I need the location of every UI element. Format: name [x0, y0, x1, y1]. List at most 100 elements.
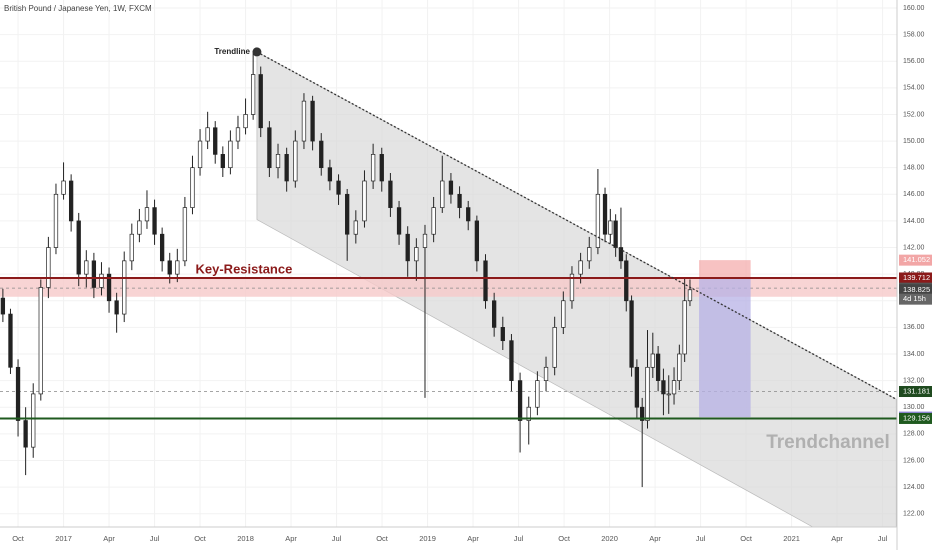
candle-body: [671, 380, 677, 395]
x-tick-label: Jul: [514, 534, 524, 543]
candle-body: [466, 207, 471, 222]
candle-body: [578, 260, 583, 275]
candle-body: [15, 366, 21, 421]
candle-body: [587, 247, 592, 262]
candle-body: [284, 154, 289, 182]
price-label-box: [899, 254, 932, 266]
candle-body: [310, 100, 315, 142]
candle-body: [483, 260, 488, 302]
candle-body: [114, 300, 119, 315]
candle-body: [608, 220, 613, 235]
candle-body: [431, 207, 436, 235]
candle-body: [388, 180, 393, 208]
candle-body: [8, 313, 13, 368]
trendline: [256, 51, 897, 400]
x-tick-label: Oct: [12, 534, 25, 543]
candle-body: [474, 220, 480, 262]
y-tick-label: 144.00: [903, 218, 925, 225]
y-tick-label: 128.00: [903, 431, 925, 438]
candle-body: [500, 327, 505, 342]
candle-body: [492, 300, 497, 328]
candle-body: [448, 180, 454, 195]
x-tick-label: Apr: [831, 534, 843, 543]
trendline-label: Trendline: [214, 47, 250, 56]
candle-body: [396, 207, 402, 235]
price-label: 141.052: [903, 255, 930, 264]
candle-body: [76, 220, 81, 275]
candle-body: [569, 273, 575, 302]
candle-body: [336, 180, 341, 195]
candle-body: [250, 74, 256, 115]
candle-body: [613, 220, 618, 248]
candle-body: [353, 220, 358, 235]
x-tick-label: 2018: [237, 534, 254, 543]
price-label: 131.181: [903, 386, 930, 395]
y-tick-label: 156.00: [903, 58, 925, 65]
x-tick-label: Apr: [103, 534, 115, 543]
chart-title: British Pound / Japanese Yen, 1W, FXCM: [4, 4, 152, 13]
candle-body: [106, 273, 112, 302]
candle-body: [46, 247, 51, 288]
y-tick-label: 132.00: [903, 377, 925, 384]
candle-body: [517, 380, 523, 421]
y-tick-label: 146.00: [903, 191, 925, 198]
price-label-box: [899, 412, 932, 424]
candle-body: [129, 233, 134, 262]
candle-body: [602, 193, 608, 235]
y-tick-label: 136.00: [903, 324, 925, 331]
candle-body: [624, 260, 629, 302]
candle-body: [661, 380, 666, 395]
candle-body: [319, 140, 324, 169]
y-tick-label: 152.00: [903, 111, 925, 118]
y-tick-label: 122.00: [903, 511, 925, 518]
x-tick-label: 2017: [55, 534, 72, 543]
candle-body: [190, 167, 195, 208]
candle-body: [301, 100, 307, 142]
candle-body: [595, 193, 601, 248]
price-label-box: [899, 386, 932, 398]
trendline-anchor: [252, 47, 262, 57]
x-tick-label: 2019: [419, 534, 436, 543]
x-tick-label: Jul: [696, 534, 706, 543]
x-tick-label: Jul: [878, 534, 888, 543]
candle-body: [267, 127, 272, 169]
candle-body: [84, 260, 89, 275]
candle-body: [561, 300, 566, 328]
candle-body: [220, 154, 225, 169]
candle-body: [31, 393, 36, 448]
price-label: 139.712: [903, 273, 930, 282]
x-tick-label: Apr: [467, 534, 479, 543]
y-tick-label: 130.00: [903, 404, 925, 411]
y-tick-label: 158.00: [903, 31, 925, 38]
y-tick-label: 126.00: [903, 457, 925, 464]
candle-body: [91, 260, 97, 288]
channel-label: Trendchannel: [766, 432, 890, 453]
x-tick-label: Oct: [376, 534, 389, 543]
y-tick-label: 124.00: [903, 484, 925, 491]
candle-body: [422, 233, 428, 248]
candle-body: [228, 140, 233, 169]
candle-body: [122, 260, 127, 315]
candle-body: [414, 247, 419, 262]
candle-body: [526, 406, 531, 421]
x-tick-label: Oct: [194, 534, 207, 543]
y-tick-label: 150.00: [903, 138, 925, 145]
candle-body: [370, 154, 376, 182]
countdown-box: [899, 293, 932, 305]
candle-body: [0, 297, 6, 315]
candle-body: [213, 127, 218, 155]
candle-body: [53, 193, 59, 248]
candle-body: [327, 167, 333, 182]
candle-body: [687, 289, 693, 302]
candle-body: [618, 247, 624, 262]
resistance-label: Key-Resistance: [196, 261, 293, 276]
candle-body: [543, 366, 549, 381]
candle-body: [629, 300, 634, 368]
price-label-box: [899, 272, 932, 284]
x-tick-label: Jul: [332, 534, 342, 543]
candle-body: [645, 366, 650, 421]
candle-body: [457, 193, 462, 208]
x-tick-label: Oct: [558, 534, 571, 543]
candle-body: [275, 154, 281, 169]
candle-body: [509, 340, 514, 381]
